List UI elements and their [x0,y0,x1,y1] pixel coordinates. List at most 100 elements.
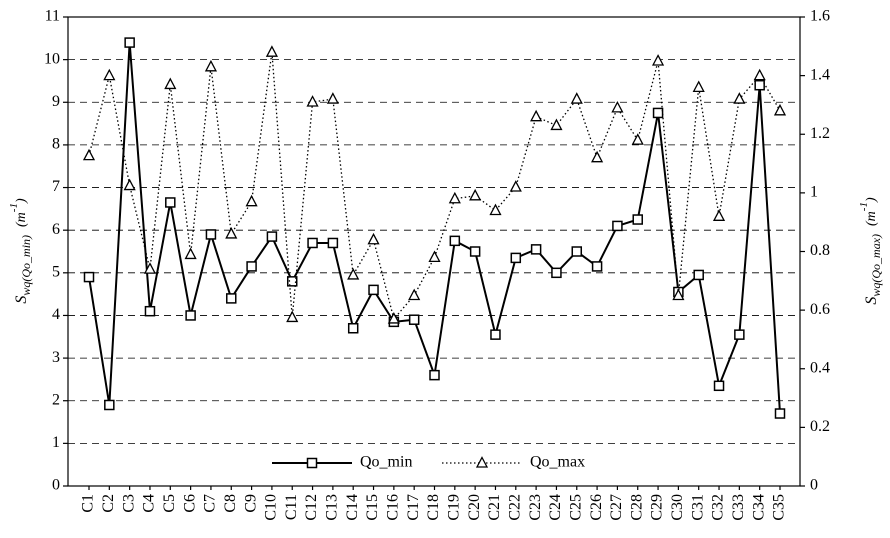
marker-triangle [733,92,746,104]
legend-label: Qo_min [360,454,412,471]
marker-triangle [367,232,380,245]
marker-triangle [204,59,218,72]
y2-label-exponent: -1 [858,202,870,211]
x-tick-label: C5 [161,494,178,513]
y2-tick-label: 0.4 [810,359,830,376]
x-tick-label: C30 [669,494,686,521]
y-tick-label: 8 [52,136,60,153]
marker-triangle [306,95,319,107]
y-tick-label: 9 [52,93,60,110]
marker-triangle [475,456,489,468]
x-tick-label: C3 [120,494,137,513]
x-tick-label: C11 [283,494,300,520]
y-tick-label: 1 [52,434,60,451]
marker-square [104,399,115,411]
marker-triangle [143,262,157,274]
marker-triangle [570,92,583,104]
x-tick-label: C7 [202,494,219,513]
x-tick-label: C1 [80,494,97,513]
series-line [88,52,781,321]
marker-square [734,329,745,340]
marker-square [469,246,481,257]
y2-axis-label: Swq(Qo_max) (m-1) [858,197,883,305]
x-tick-label: C32 [710,494,727,521]
y-label-exponent: -1 [8,203,20,212]
marker-square [530,244,542,255]
y2-tick-label: 1.2 [810,125,830,142]
x-tick-label: C19 [445,494,462,521]
marker-square [124,37,135,48]
x-tick-label: C9 [242,494,259,513]
marker-square [774,408,786,419]
marker-square [347,322,359,334]
marker-triangle [651,54,665,66]
marker-triangle [428,250,441,263]
x-tick-label: C23 [527,494,544,521]
y2-tick-label: 1.6 [810,8,830,25]
legend-label: Qo_max [530,454,585,471]
x-tick-label: C15 [364,494,381,521]
marker-square [327,237,339,249]
y-tick-label: 6 [52,221,60,238]
marker-triangle [245,194,258,207]
marker-triangle [123,178,136,191]
y2-tick-label: 0.2 [810,418,830,435]
x-tick-label: C28 [628,494,645,521]
marker-square [713,380,725,392]
marker-square [307,237,318,249]
marker-triangle [184,247,197,260]
marker-square [408,314,420,325]
marker-triangle [692,80,705,92]
marker-triangle [82,148,96,161]
y-label-close: ) [14,198,29,204]
marker-triangle [550,118,563,131]
marker-square [652,107,664,119]
marker-square [693,269,704,281]
x-tick-label: C20 [466,494,483,521]
y-tick-label: 7 [52,178,60,195]
x-tick-label: C35 [771,494,788,521]
marker-square [286,276,298,287]
x-tick-label: C34 [750,494,767,521]
y-label-subscript: wq(Qo_min) [19,235,33,296]
x-tick-label: C18 [425,494,442,521]
marker-triangle [448,191,461,204]
marker-triangle [672,288,685,301]
x-tick-label: C8 [222,494,239,513]
marker-square [490,329,501,340]
marker-square [165,197,176,208]
marker-triangle [326,92,339,104]
x-tick-label: C2 [100,494,117,513]
marker-square [612,220,623,232]
marker-square [246,261,257,272]
marker-triangle [591,150,604,163]
y2-label-subscript: wq(Qo_max) [869,234,883,297]
y-label-unit: (m [14,212,29,227]
y2-tick-label: 1.4 [810,66,830,83]
y-tick-label: 0 [52,477,60,494]
marker-square [510,252,522,264]
marker-triangle [530,109,543,122]
marker-triangle [347,268,360,280]
x-tick-label: C14 [344,494,361,521]
marker-square [551,267,562,279]
x-tick-label: C29 [649,494,666,521]
y2-tick-label: 0.6 [810,301,830,318]
y-axis-label: Swq(Qo_min) (m-1) [8,198,33,304]
marker-square [632,214,643,225]
y2-tick-label: 0.8 [810,242,830,259]
marker-triangle [753,68,766,81]
x-tick-label: C27 [608,494,625,521]
marker-triangle [164,77,177,90]
marker-square [571,246,583,257]
x-tick-label: C25 [567,494,584,521]
marker-square [368,284,379,296]
y-tick-label: 11 [45,8,60,25]
y2-label-close: ) [864,197,879,203]
x-tick-label: C21 [486,494,503,521]
y-tick-label: 4 [52,306,60,323]
x-tick-label: C22 [506,494,523,521]
y-tick-label: 10 [44,50,60,67]
marker-square [185,310,196,321]
